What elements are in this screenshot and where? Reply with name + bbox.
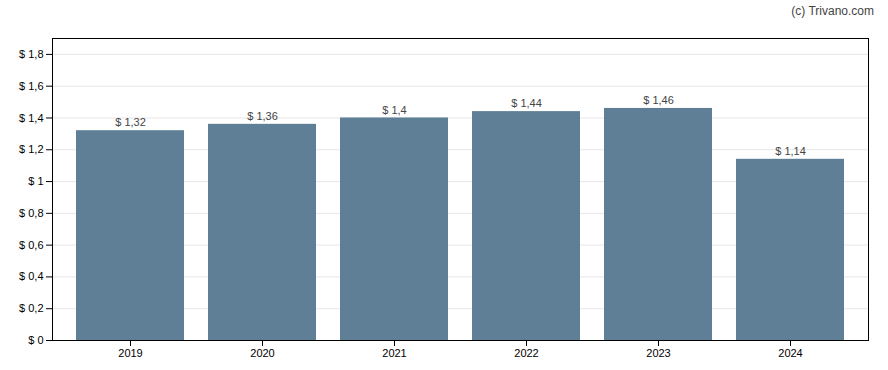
svg-text:$ 0,8: $ 0,8: [19, 207, 43, 219]
svg-text:$ 1,4: $ 1,4: [382, 103, 406, 115]
svg-text:$ 1: $ 1: [28, 175, 43, 187]
svg-text:$ 0,2: $ 0,2: [19, 302, 43, 314]
svg-text:$ 1,14: $ 1,14: [775, 145, 806, 157]
svg-text:2022: 2022: [514, 347, 538, 359]
svg-text:$ 1,8: $ 1,8: [19, 48, 43, 60]
svg-text:2019: 2019: [118, 347, 142, 359]
svg-text:2024: 2024: [778, 347, 802, 359]
svg-text:$ 0: $ 0: [28, 334, 43, 346]
svg-text:2023: 2023: [646, 347, 670, 359]
svg-text:$ 1,2: $ 1,2: [19, 143, 43, 155]
svg-text:2021: 2021: [382, 347, 406, 359]
svg-text:$ 1,44: $ 1,44: [511, 97, 542, 109]
svg-text:$ 1,6: $ 1,6: [19, 80, 43, 92]
svg-text:2020: 2020: [250, 347, 274, 359]
svg-text:$ 1,32: $ 1,32: [115, 116, 146, 128]
svg-text:$ 1,4: $ 1,4: [19, 111, 43, 123]
html-text:(c) Trivano.com: (c) Trivano.com: [791, 4, 874, 18]
svg-text:$ 0,4: $ 0,4: [19, 270, 43, 282]
svg-text:$ 1,46: $ 1,46: [643, 94, 674, 106]
svg-text:$ 1,36: $ 1,36: [247, 110, 278, 122]
svg-text:$ 0,6: $ 0,6: [19, 239, 43, 251]
